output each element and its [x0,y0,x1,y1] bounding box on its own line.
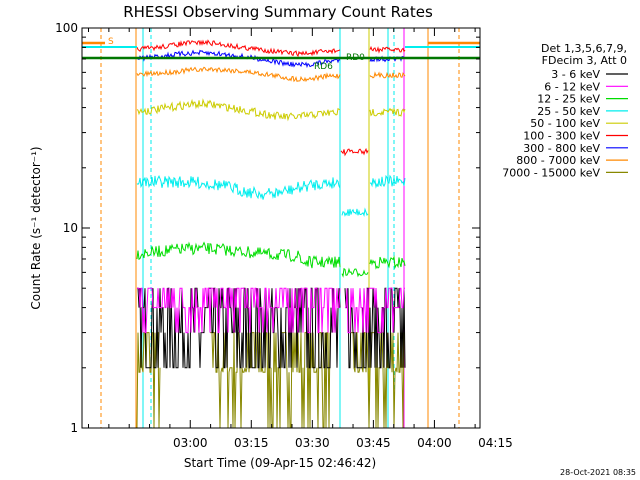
plot-layer: S RD6 RD0 [82,28,480,429]
chart-text: RHESSI Observing Summary Count Rates Sta… [29,3,636,477]
x-tick-label: 04:00 [417,436,452,450]
legend-label: 6 - 12 keV [544,80,600,93]
legend-label: 25 - 50 keV [537,105,600,118]
legend-label: 100 - 300 keV [523,130,600,143]
legend-label: 3 - 6 keV [551,68,600,81]
x-axis-label: Start Time (09-Apr-15 02:46:42) [184,456,376,470]
legend-header-1: Det 1,3,5,6,7,9, [541,42,627,55]
series-100-300-kev [136,39,406,58]
series-100-300-kev-gap [340,147,369,157]
y-tick-label: 100 [55,21,78,35]
series-12-25-kev-gap [341,267,369,278]
series-50-100-kev [136,98,406,122]
series-800-7000-kev [136,66,406,83]
series-6-12-kev [137,287,405,334]
legend-label: 300 - 800 keV [523,142,600,155]
x-tick-label: 03:30 [295,436,330,450]
y-tick-label: 10 [63,221,78,235]
series-25-50-kev [136,174,406,200]
annotation-rd0: RD0 [346,53,365,63]
x-tick-label: 03:00 [173,436,208,450]
footer-timestamp: 28-Oct-2021 08:35 [560,468,636,477]
chart-title: RHESSI Observing Summary Count Rates [123,3,433,21]
x-tick-label: 03:45 [356,436,391,450]
legend-label: 50 - 100 keV [530,117,600,130]
y-tick-label: 1 [70,421,78,435]
series-12-25-kev [136,241,406,270]
axes: 1 10 100 03:00 03:15 03:30 03:45 04:00 04:15 [55,21,513,450]
series-7000-15000-kev [136,332,405,429]
series-25-50-kev-gap [341,207,369,217]
legend-label: 7000 - 15000 keV [502,166,600,179]
x-tick-label: 04:15 [478,436,513,450]
y-axis-label: Count Rate (s⁻¹ detector⁻¹) [29,146,43,309]
x-tick-label: 03:15 [234,436,269,450]
legend-label: 12 - 25 keV [537,93,600,106]
legend-header-2: FDecim 3, Att 0 [542,54,627,67]
legend-label: 800 - 7000 keV [516,154,600,167]
annotation-rd6: RD6 [314,62,333,72]
annotation-s: S [108,37,114,47]
